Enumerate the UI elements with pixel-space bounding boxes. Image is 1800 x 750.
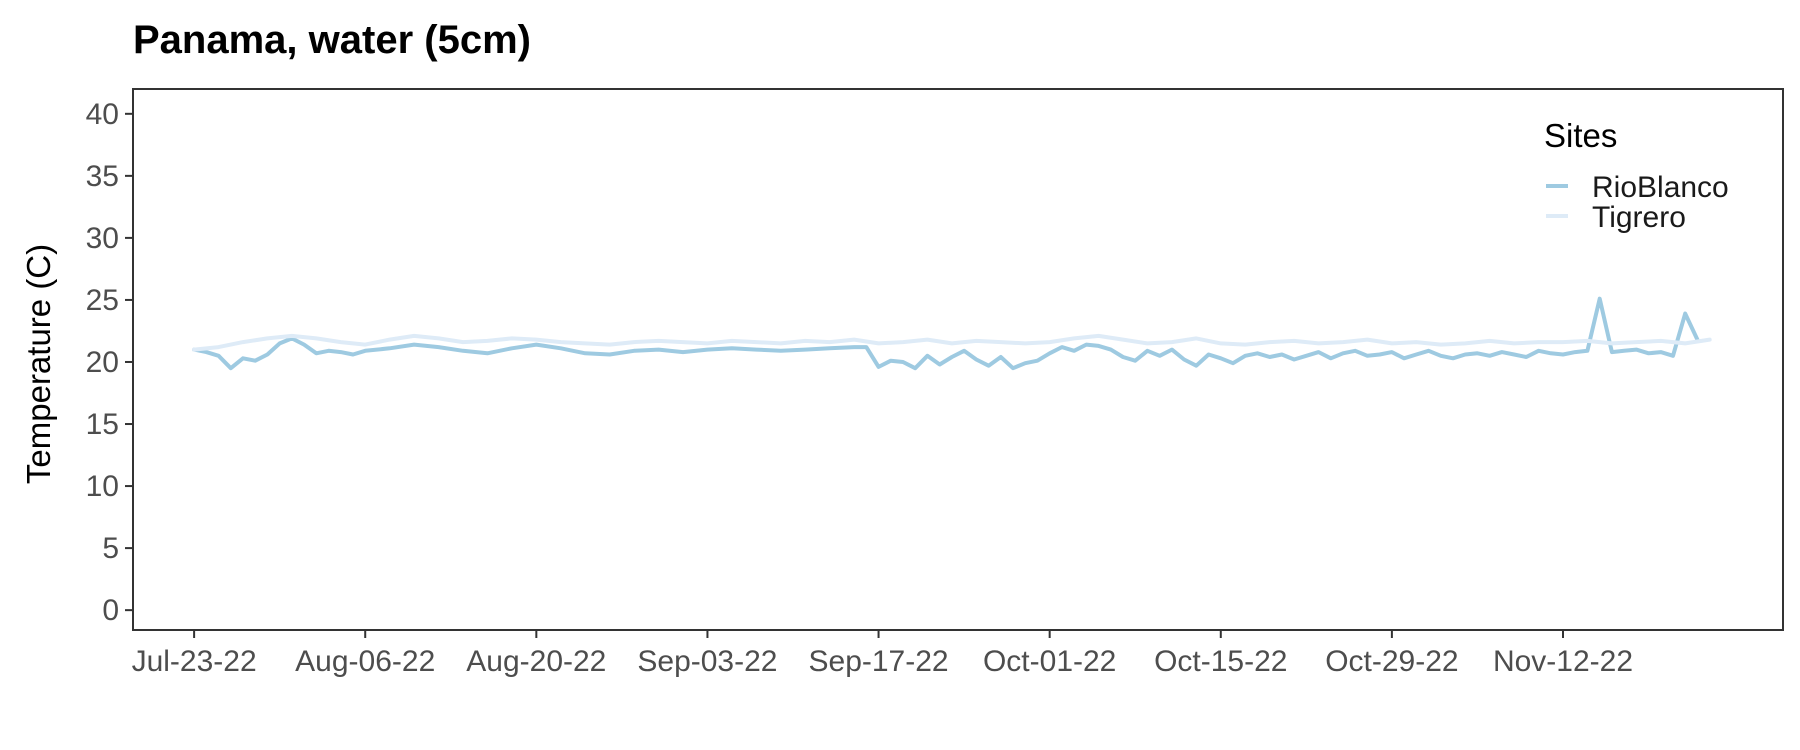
legend: Sites RioBlanco Tigrero bbox=[1544, 117, 1729, 234]
series-lines bbox=[192, 296, 1712, 371]
series-line-rioblanco bbox=[192, 296, 1700, 371]
y-tick-label: 40 bbox=[86, 98, 119, 131]
y-tick-label: 20 bbox=[86, 346, 119, 379]
y-tick-label: 0 bbox=[102, 594, 119, 627]
plot-panel-border bbox=[132, 88, 1784, 631]
x-tick-label: Oct-01-22 bbox=[983, 645, 1116, 678]
x-tick-label: Aug-06-22 bbox=[295, 645, 435, 678]
x-tick-label: Aug-20-22 bbox=[466, 645, 606, 678]
x-tick-label: Oct-29-22 bbox=[1325, 645, 1458, 678]
x-axis: Jul-23-22 Aug-06-22 Aug-20-22 Sep-03-22 Sep-… bbox=[132, 630, 1633, 678]
x-tick-label: Oct-15-22 bbox=[1154, 645, 1287, 678]
y-axis: 0 5 10 15 20 25 30 35 40 bbox=[86, 98, 133, 627]
y-tick-label: 10 bbox=[86, 470, 119, 503]
x-tick-label: Jul-23-22 bbox=[132, 645, 257, 678]
x-tick-label: Sep-03-22 bbox=[637, 645, 777, 678]
x-tick-label: Sep-17-22 bbox=[809, 645, 949, 678]
legend-label-rioblanco: RioBlanco bbox=[1592, 171, 1729, 204]
series-line-tigrero bbox=[192, 333, 1712, 352]
y-tick-label: 30 bbox=[86, 222, 119, 255]
y-axis-title: Temperature (C) bbox=[20, 244, 57, 484]
y-tick-label: 25 bbox=[86, 284, 119, 317]
y-tick-label: 15 bbox=[86, 408, 119, 441]
y-tick-label: 5 bbox=[102, 532, 119, 565]
x-tick-label: Nov-12-22 bbox=[1493, 645, 1633, 678]
chart-title: Panama, water (5cm) bbox=[133, 18, 531, 62]
legend-title: Sites bbox=[1544, 117, 1617, 154]
legend-label-tigrero: Tigrero bbox=[1592, 201, 1686, 234]
y-tick-label: 35 bbox=[86, 160, 119, 193]
